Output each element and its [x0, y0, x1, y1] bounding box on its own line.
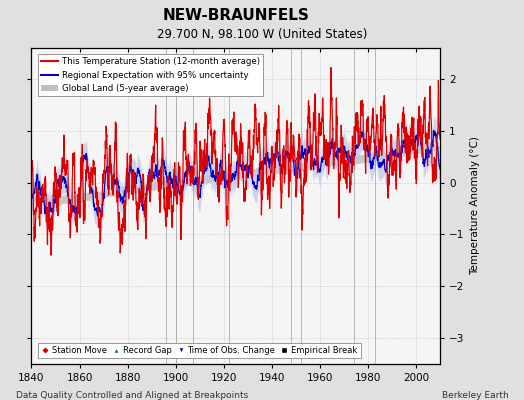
Y-axis label: Temperature Anomaly (°C): Temperature Anomaly (°C): [470, 136, 480, 276]
Text: Berkeley Earth: Berkeley Earth: [442, 391, 508, 400]
Text: Data Quality Controlled and Aligned at Breakpoints: Data Quality Controlled and Aligned at B…: [16, 391, 248, 400]
Text: 29.700 N, 98.100 W (United States): 29.700 N, 98.100 W (United States): [157, 28, 367, 41]
Title: NEW-BRAUNFELS: NEW-BRAUNFELS: [162, 8, 309, 23]
Legend: Station Move, Record Gap, Time of Obs. Change, Empirical Break: Station Move, Record Gap, Time of Obs. C…: [38, 342, 361, 358]
